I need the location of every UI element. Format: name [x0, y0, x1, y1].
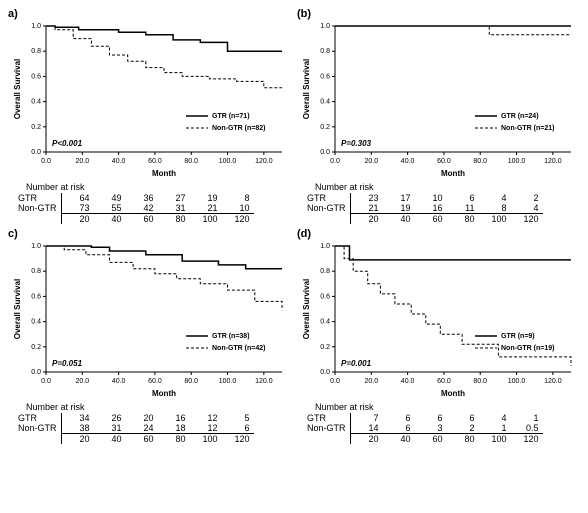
- svg-text:20.0: 20.0: [364, 158, 378, 165]
- svg-text:20.0: 20.0: [364, 378, 378, 385]
- risk-title: Number at risk: [26, 182, 291, 192]
- svg-text:0.2: 0.2: [320, 124, 330, 131]
- svg-text:0.2: 0.2: [31, 124, 41, 131]
- svg-text:0.6: 0.6: [31, 73, 41, 80]
- risk-title: Number at risk: [315, 402, 580, 412]
- svg-text:20.0: 20.0: [75, 158, 89, 165]
- svg-text:GTR (n=24): GTR (n=24): [501, 113, 539, 120]
- svg-text:100.0: 100.0: [219, 378, 237, 385]
- svg-text:100.0: 100.0: [219, 158, 237, 165]
- svg-text:100.0: 100.0: [508, 158, 526, 165]
- svg-text:0.0: 0.0: [41, 378, 51, 385]
- svg-text:GTR (n=9): GTR (n=9): [501, 333, 535, 340]
- svg-text:80.0: 80.0: [184, 378, 198, 385]
- km-plot: 0.0 0.2 0.4 0.6 0.8 1.0 0.0 20.0 40.0 60.0 80.0 100…: [8, 240, 288, 400]
- panel-label: (b): [297, 8, 580, 20]
- panel-label: c): [8, 228, 291, 240]
- panel-c: c) 0.0 0.2 0.4 0.6 0.8 1.0 0.0 20.0 40.0 60.0 80.0 1…: [8, 228, 291, 444]
- svg-text:Non-GTR (n=19): Non-GTR (n=19): [501, 345, 554, 352]
- svg-text:80.0: 80.0: [473, 158, 487, 165]
- panel-a: a) 0.0 0.2 0.4 0.6 0.8 1.0 0.0 20.0 40.0 60.0 80.0 1…: [8, 8, 291, 224]
- svg-text:0.0: 0.0: [330, 158, 340, 165]
- svg-text:40.0: 40.0: [401, 158, 415, 165]
- panel-label: (d): [297, 228, 580, 240]
- svg-text:Month: Month: [152, 169, 176, 178]
- series-gtr: [46, 246, 282, 269]
- svg-text:0.4: 0.4: [31, 319, 41, 326]
- svg-text:Non-GTR (n=21): Non-GTR (n=21): [501, 125, 554, 132]
- svg-text:40.0: 40.0: [112, 378, 126, 385]
- svg-text:120.0: 120.0: [255, 378, 273, 385]
- svg-text:80.0: 80.0: [473, 378, 487, 385]
- svg-text:1.0: 1.0: [320, 243, 330, 250]
- panels-grid: a) 0.0 0.2 0.4 0.6 0.8 1.0 0.0 20.0 40.0 60.0 80.0 1…: [8, 8, 580, 444]
- svg-text:0.0: 0.0: [31, 149, 41, 156]
- svg-text:60.0: 60.0: [437, 378, 451, 385]
- svg-text:Overall Survival: Overall Survival: [13, 59, 22, 119]
- svg-text:120.0: 120.0: [255, 158, 273, 165]
- svg-text:0.0: 0.0: [330, 378, 340, 385]
- svg-text:0.6: 0.6: [320, 73, 330, 80]
- km-plot: 0.0 0.2 0.4 0.6 0.8 1.0 0.0 20.0 40.0 60.0 80.0 100…: [297, 240, 577, 400]
- panel-d: (d) 0.0 0.2 0.4 0.6 0.8 1.0 0.0 20.0 40.0 60.0 80.0…: [297, 228, 580, 444]
- svg-text:P<0.001: P<0.001: [52, 139, 83, 148]
- svg-text:100.0: 100.0: [508, 378, 526, 385]
- svg-text:1.0: 1.0: [31, 23, 41, 30]
- risk-table: GTR766641Non-GTR1463210.520406080100120: [303, 413, 543, 444]
- svg-text:0.4: 0.4: [320, 319, 330, 326]
- svg-text:0.8: 0.8: [320, 48, 330, 55]
- svg-text:20.0: 20.0: [75, 378, 89, 385]
- km-plot: 0.0 0.2 0.4 0.6 0.8 1.0 0.0 20.0 40.0 60.0 80.0 100…: [8, 20, 288, 180]
- svg-text:Month: Month: [441, 169, 465, 178]
- svg-text:0.8: 0.8: [320, 268, 330, 275]
- svg-text:0.0: 0.0: [41, 158, 51, 165]
- risk-title: Number at risk: [315, 182, 580, 192]
- svg-text:Overall Survival: Overall Survival: [302, 279, 311, 339]
- svg-text:0.2: 0.2: [31, 344, 41, 351]
- svg-text:0.6: 0.6: [320, 293, 330, 300]
- svg-text:GTR (n=38): GTR (n=38): [212, 333, 250, 340]
- svg-text:Month: Month: [152, 389, 176, 398]
- svg-text:0.0: 0.0: [31, 369, 41, 376]
- risk-table: GTR64493627198Non-GTR7355423121102040608…: [14, 193, 254, 224]
- svg-text:60.0: 60.0: [437, 158, 451, 165]
- risk-table: GTR231710642Non-GTR211916118420406080100…: [303, 193, 543, 224]
- svg-text:0.4: 0.4: [31, 99, 41, 106]
- panel-b: (b) 0.0 0.2 0.4 0.6 0.8 1.0 0.0 20.0 40.0 60.0 80.0…: [297, 8, 580, 224]
- svg-text:0.0: 0.0: [320, 369, 330, 376]
- panel-label: a): [8, 8, 291, 20]
- svg-text:0.8: 0.8: [31, 268, 41, 275]
- series-gtr: [335, 246, 571, 260]
- svg-text:P=0.051: P=0.051: [52, 359, 83, 368]
- svg-text:Month: Month: [441, 389, 465, 398]
- svg-text:60.0: 60.0: [148, 378, 162, 385]
- svg-text:Overall Survival: Overall Survival: [302, 59, 311, 119]
- risk-title: Number at risk: [26, 402, 291, 412]
- svg-text:P=0.001: P=0.001: [341, 359, 372, 368]
- svg-text:40.0: 40.0: [112, 158, 126, 165]
- svg-text:0.4: 0.4: [320, 99, 330, 106]
- svg-text:40.0: 40.0: [401, 378, 415, 385]
- svg-text:1.0: 1.0: [31, 243, 41, 250]
- svg-text:Overall Survival: Overall Survival: [13, 279, 22, 339]
- risk-table: GTR34262016125Non-GTR3831241812620406080…: [14, 413, 254, 444]
- svg-text:0.6: 0.6: [31, 293, 41, 300]
- svg-text:120.0: 120.0: [544, 158, 562, 165]
- series-nongtr: [335, 26, 571, 35]
- svg-text:0.2: 0.2: [320, 344, 330, 351]
- svg-text:1.0: 1.0: [320, 23, 330, 30]
- svg-text:P=0.303: P=0.303: [341, 139, 372, 148]
- svg-text:Non-GTR (n=82): Non-GTR (n=82): [212, 125, 265, 132]
- svg-text:0.0: 0.0: [320, 149, 330, 156]
- svg-text:GTR (n=71): GTR (n=71): [212, 113, 250, 120]
- svg-text:0.8: 0.8: [31, 48, 41, 55]
- series-nongtr: [46, 246, 282, 310]
- svg-text:80.0: 80.0: [184, 158, 198, 165]
- km-plot: 0.0 0.2 0.4 0.6 0.8 1.0 0.0 20.0 40.0 60.0 80.0 100…: [297, 20, 577, 180]
- svg-text:120.0: 120.0: [544, 378, 562, 385]
- svg-text:60.0: 60.0: [148, 158, 162, 165]
- svg-text:Non-GTR (n=42): Non-GTR (n=42): [212, 345, 265, 352]
